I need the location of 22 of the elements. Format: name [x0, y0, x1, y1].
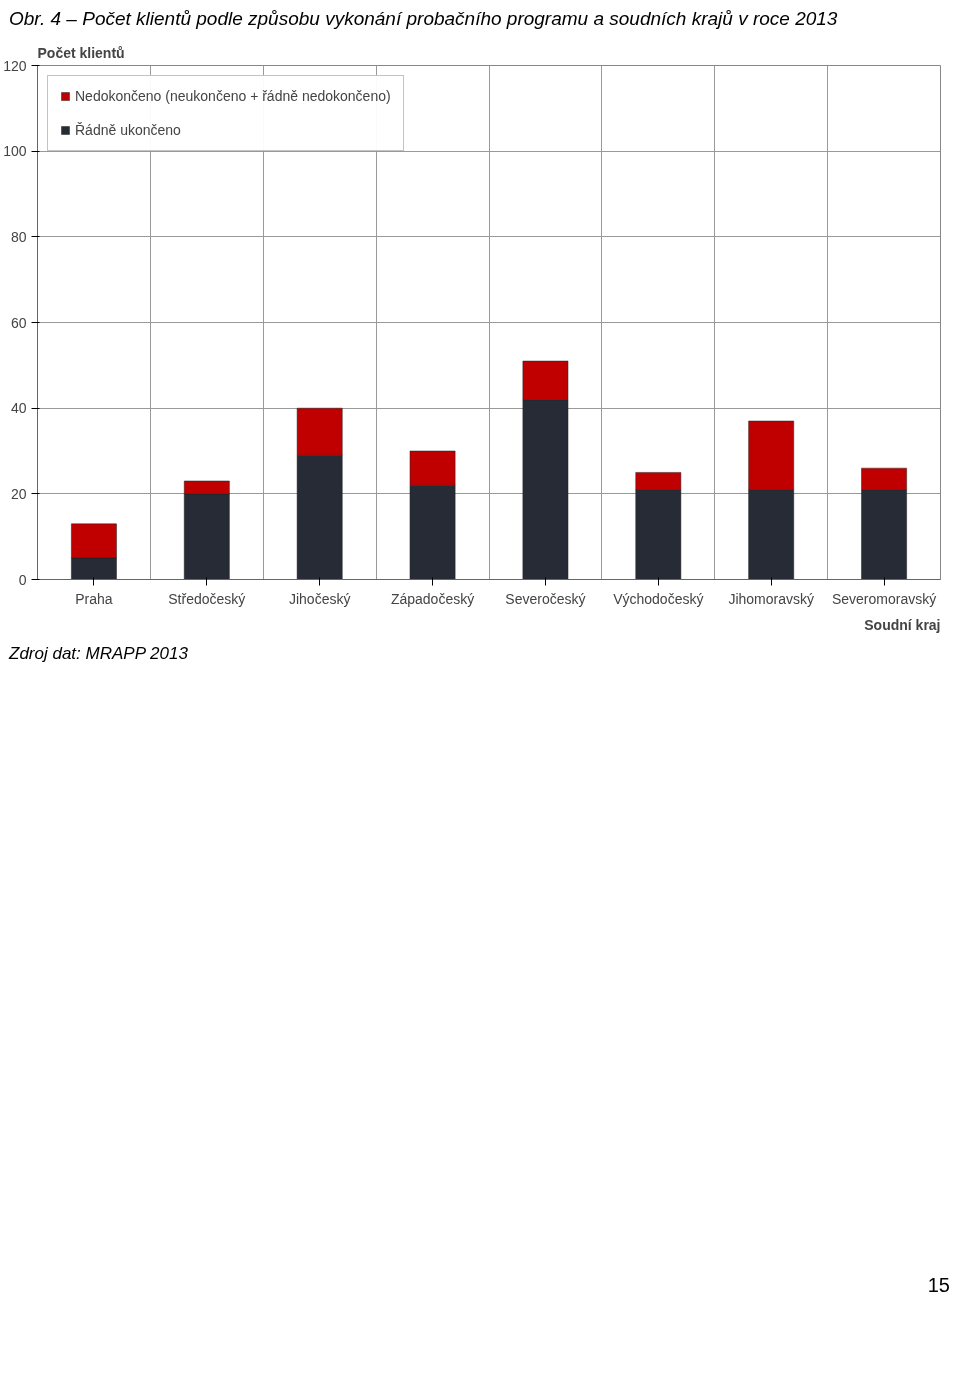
- x-tick-label: Středočeský: [168, 590, 246, 607]
- y-tick-label: 120: [3, 57, 27, 74]
- y-tick-label: 20: [10, 485, 27, 502]
- y-tick-label: 100: [3, 143, 27, 160]
- y-tick-label: 0: [18, 571, 27, 588]
- x-tick-label: Jihočeský: [288, 590, 351, 607]
- x-axis-title: Soudní kraj: [864, 616, 941, 633]
- x-tick-label: Západočeský: [390, 590, 475, 607]
- y-tick-label: 40: [10, 400, 27, 417]
- x-tick-label: Severomoravský: [831, 590, 937, 607]
- text: Zdroj dat: MRAPP 2013: [9, 643, 188, 666]
- text: 15: [927, 1273, 950, 1299]
- y-tick-label: 80: [10, 228, 27, 245]
- legend-label: Nedokončeno (neukončeno + řádně nedokončeno): [75, 88, 391, 105]
- y-tick-label: 60: [10, 314, 27, 331]
- x-tick-label: Východočeský: [613, 590, 704, 607]
- y-axis-title: Počet klientů: [37, 44, 125, 61]
- legend-label: Řádně ukončeno: [75, 122, 181, 139]
- x-tick-label: Jihomoravský: [728, 590, 814, 607]
- x-tick-label: Severočeský: [505, 590, 586, 607]
- x-tick-label: Praha: [75, 590, 113, 607]
- chart-title: Obr. 4 – Počet klientů podle způsobu vykonání probačního programu a soudních krajů v roce 2013: [9, 7, 838, 31]
